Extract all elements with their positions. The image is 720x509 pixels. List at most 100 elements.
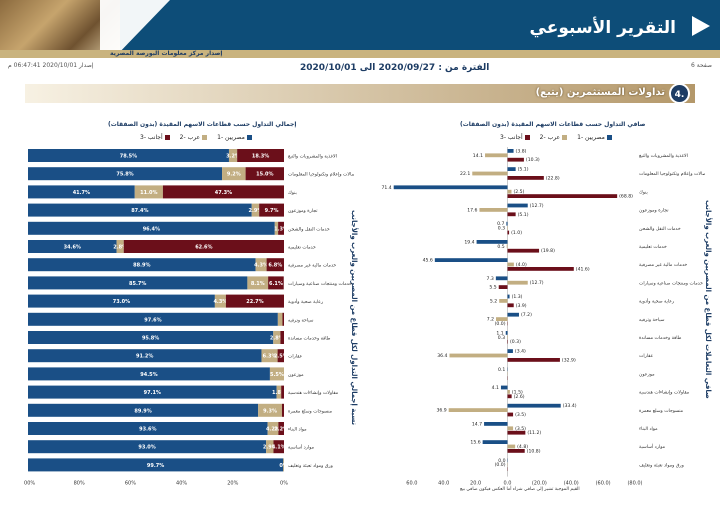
stack-bar-4-0 [28,221,275,235]
net-bar-6-2 [507,267,574,271]
net-bar-5-1 [506,244,508,249]
category-label-12: موزعون [288,373,304,378]
stack-bar-17-0 [28,458,284,472]
net-category-11: عقارات [639,354,654,359]
stack-bar-3-1 [251,203,260,217]
net-bar-8-1 [499,299,508,303]
net-bar-13-1 [507,390,510,394]
net-label-1-1: 22.1 [460,171,470,177]
stack-label-6-0: 88.9% [133,263,150,269]
net-bar-16-1 [507,444,516,449]
net-bar-2-1 [507,189,512,194]
net-category-2: بنوك [639,190,648,195]
net-label-17-1: (0.0) [495,462,506,468]
stack-label-12-1: 5.5% [270,372,284,378]
x-tick-0: 0% [280,481,288,487]
right-chart-title: صافي التداول حسب قطاعات الاسهم المقيدة (… [460,121,646,128]
stack-label-3-1: 2.9% [249,208,263,214]
net-label-7-1: (12.7) [530,280,544,286]
stack-label-4-2: 1.3% [274,226,288,232]
stack-bar-8-0 [28,294,215,308]
category-label-10: طاقة وخدمات مساندة [288,337,331,342]
stack-label-0-0: 78.5% [120,154,137,160]
legend-arabs: عرب -2 [180,134,208,141]
net-bar-5-0 [476,240,508,244]
stack-bar-7-2 [268,276,284,290]
net-label-13-1: (1.5) [512,389,523,395]
net-label-6-2: (41.6) [576,266,590,272]
stack-label-15-1: 4.2% [266,427,280,433]
section-number: 4. [669,83,690,104]
stack-bar-2-1 [134,185,163,199]
net-bar-3-1 [479,208,508,212]
category-label-0: الاغذية والمشروبات والتبغ [288,155,337,160]
stack-label-8-0: 73.0% [113,299,130,305]
net-bar-1-1 [472,171,508,176]
net-bar-1-0 [507,167,516,171]
net-label-5-2: (19.8) [541,248,555,254]
x-tick-4: 80% [74,481,85,487]
net-label-15-2: (11.2) [527,430,541,436]
stack-bar-4-2 [278,221,284,235]
stack-bar-16-0 [28,440,267,454]
stack-label-6-1: 4.3% [254,263,268,269]
banner-band [0,50,720,58]
category-label-16: موارد أساسية [288,444,315,451]
net-label-1-2: (22.8) [546,175,560,181]
stack-bar-11-2 [277,349,284,363]
net-category-6: خدمات مالية غير مصرفية [639,263,687,268]
net-label-7-2: 5.5 [489,285,496,291]
stack-bar-16-2 [273,440,284,454]
left-chart-legend: أجانب -3 عرب -2 مصريين -1 [140,134,252,141]
net-bar-2-0 [393,185,508,190]
stack-bar-3-0 [28,203,252,217]
section-header: تداولات المستثمرين (يتبع) 4. [25,83,695,104]
net-label-3-1: 17.6 [467,207,477,213]
net-bar-4-0 [506,221,508,226]
stack-label-12-0: 94.5% [140,372,157,378]
net-bar-8-0 [507,294,510,299]
stack-bar-10-2 [280,331,284,344]
stack-bar-11-0 [28,349,262,363]
category-label-5: خدمات تعليمية [288,246,316,251]
stack-bar-13-1 [276,385,282,399]
stack-bar-1-2 [245,167,284,181]
stack-bar-0-1 [228,149,238,162]
net-label-3-0: (12.7) [530,203,544,209]
net-label-8-2: (3.9) [516,303,527,309]
net-category-7: خدمات ومنتجات صناعية وسيارات [639,281,703,286]
stack-label-16-2: 4.1% [272,445,286,451]
stack-label-11-0: 91.2% [136,354,153,360]
net-category-12: موزعون [639,372,655,377]
net-label-0-2: (10.3) [526,157,540,163]
legend-foreigners-r: أجانب -3 [500,134,530,141]
legend-egyptians: مصريين -1 [217,134,252,141]
stack-bar-6-0 [28,258,256,272]
net-category-16: موارد أساسية [639,443,666,450]
stack-label-6-2: 6.8% [268,263,282,269]
net-bar-10-0 [505,331,508,335]
net-label-8-1: 5.2 [490,298,497,304]
category-label-4: خدمات النقل والشحن [288,227,330,232]
net-bar-3-2 [507,212,516,217]
net-label-11-0: (3.4) [515,349,526,355]
net-category-5: خدمات تعليمية [639,245,667,250]
stack-label-15-2: 2.2% [274,427,288,433]
x-tick-2: 40% [176,481,187,487]
net-bar-13-0 [500,385,508,390]
stack-bar-1-0 [28,167,223,181]
stack-bar-0-2 [237,149,284,162]
right-chart-ylabel: صافي التعاملات لكل قطاع من المصريين والع… [704,200,712,399]
x-tick-3: 60% [125,481,136,487]
net-x-tick-1: 40.0 [438,481,449,487]
net-label-5-0: 19.4 [464,239,474,245]
net-bar-7-1 [507,280,528,285]
right-chart-xlabel: القيم الموجبة تشير إلى صافي شراء أما الع… [460,487,580,492]
stack-bar-15-0 [28,422,268,435]
stack-label-17-0: 99.7% [147,463,164,469]
right-chart-legend: أجانب -3 عرب -2 مصريين -1 [500,134,612,141]
category-label-8: رعاية صحية وأدوية [288,298,323,305]
net-label-10-1: 0.3 [498,335,505,341]
net-category-0: الاغذية والمشروبات والتبغ [639,154,688,159]
net-bar-1-2 [507,176,544,180]
